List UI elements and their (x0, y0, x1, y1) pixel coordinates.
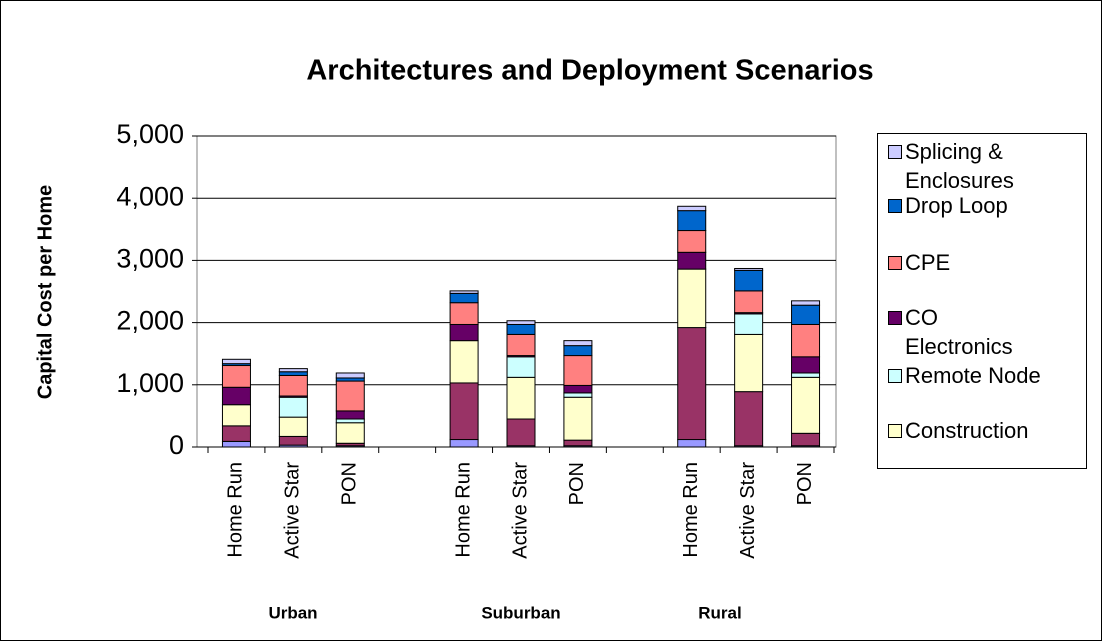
legend-label: Remote Node (905, 363, 1041, 388)
legend-swatch (888, 369, 902, 383)
bar-segment (278, 368, 308, 373)
bar-segment (278, 374, 308, 397)
bar-segment (677, 230, 707, 253)
bar-segment (278, 396, 308, 418)
bar-segment (791, 372, 821, 378)
bar-segment (677, 205, 707, 212)
bar-segment (677, 251, 707, 270)
bar-segment (563, 345, 593, 357)
legend-swatch (888, 424, 902, 438)
bar-segment (563, 439, 593, 447)
bar-segment (791, 300, 821, 306)
bar-segment (734, 313, 764, 335)
bar-segment (563, 355, 593, 386)
bar-segment (791, 432, 821, 447)
x-tick-label: Home Run (680, 462, 702, 558)
legend-box (877, 133, 1087, 469)
bar-segment (221, 440, 251, 448)
x-tick-label: Active Star (737, 462, 759, 559)
bar-segment (563, 396, 593, 441)
x-tick-label: PON (566, 462, 588, 505)
bar-segment (677, 439, 707, 448)
y-axis-title: Capital Cost per Home (34, 185, 56, 399)
chart-title: Architectures and Deployment Scenarios (306, 55, 873, 87)
bar-segment (449, 340, 479, 384)
x-tick-label: PON (339, 462, 361, 505)
bar-segment (506, 418, 536, 447)
y-tick-label: 1,000 (116, 368, 184, 398)
bar-segment (506, 333, 536, 357)
bar-segment (677, 327, 707, 441)
group-label: Rural (698, 603, 741, 622)
bar-segment (221, 358, 251, 365)
y-tick-label: 5,000 (116, 119, 184, 149)
bar-segment (449, 302, 479, 325)
y-tick-label: 2,000 (116, 306, 184, 336)
x-tick-label: Active Star (509, 462, 531, 559)
legend-label: Splicing & Enclosures (905, 139, 1014, 193)
bar-segment (791, 356, 821, 374)
x-tick-label: Active Star (282, 462, 304, 559)
bar-segment (506, 356, 536, 378)
bar-segment (506, 323, 536, 335)
bar-segment (449, 439, 479, 448)
bar-segment (278, 371, 308, 376)
bar-segment (335, 410, 365, 420)
legend-swatch (888, 145, 902, 159)
x-tick-label: PON (794, 462, 816, 505)
legend-label: Drop Loop (905, 193, 1008, 218)
bar-segment (335, 372, 365, 379)
bar-segment (278, 416, 308, 437)
bar-segment (563, 340, 593, 347)
y-tick-label: 0 (169, 430, 184, 460)
bar-segment (734, 269, 764, 292)
legend-swatch (888, 311, 902, 325)
legend-label: CO Electronics (905, 305, 1013, 359)
bar-segment (221, 404, 251, 427)
legend-label: CPE (905, 250, 951, 275)
bar-segment (791, 376, 821, 434)
bar-segment (677, 210, 707, 232)
bar-segment (335, 422, 365, 444)
bar-segment (734, 267, 764, 271)
bar-segment (563, 392, 593, 398)
x-tick-label: Home Run (225, 462, 247, 558)
group-label: Suburban (481, 603, 560, 622)
bar-segment (506, 320, 536, 325)
bar-segment (734, 333, 764, 393)
bar-segment (677, 268, 707, 329)
x-tick-label: Home Run (452, 462, 474, 558)
bar-segment (563, 384, 593, 394)
y-tick-label: 3,000 (116, 244, 184, 274)
y-tick-label: 4,000 (116, 181, 184, 211)
bar-segment (278, 435, 308, 446)
legend-label: Construction (905, 418, 1029, 443)
bar-segment (449, 292, 479, 304)
group-label: Urban (268, 603, 317, 622)
bar-segment (449, 290, 479, 294)
bar-segment (791, 323, 821, 358)
bar-segment (506, 376, 536, 420)
bar-segment (221, 425, 251, 442)
bar-segment (335, 380, 365, 412)
bar-segment (734, 391, 764, 447)
bar-segment (734, 290, 764, 314)
bar-segment (449, 323, 479, 342)
bar-segment (791, 304, 821, 325)
bar-segment (221, 386, 251, 406)
legend-swatch (888, 256, 902, 270)
legend-swatch (888, 199, 902, 213)
bar-segment (449, 382, 479, 441)
bar-segment (221, 365, 251, 388)
bar-segment (335, 418, 365, 424)
